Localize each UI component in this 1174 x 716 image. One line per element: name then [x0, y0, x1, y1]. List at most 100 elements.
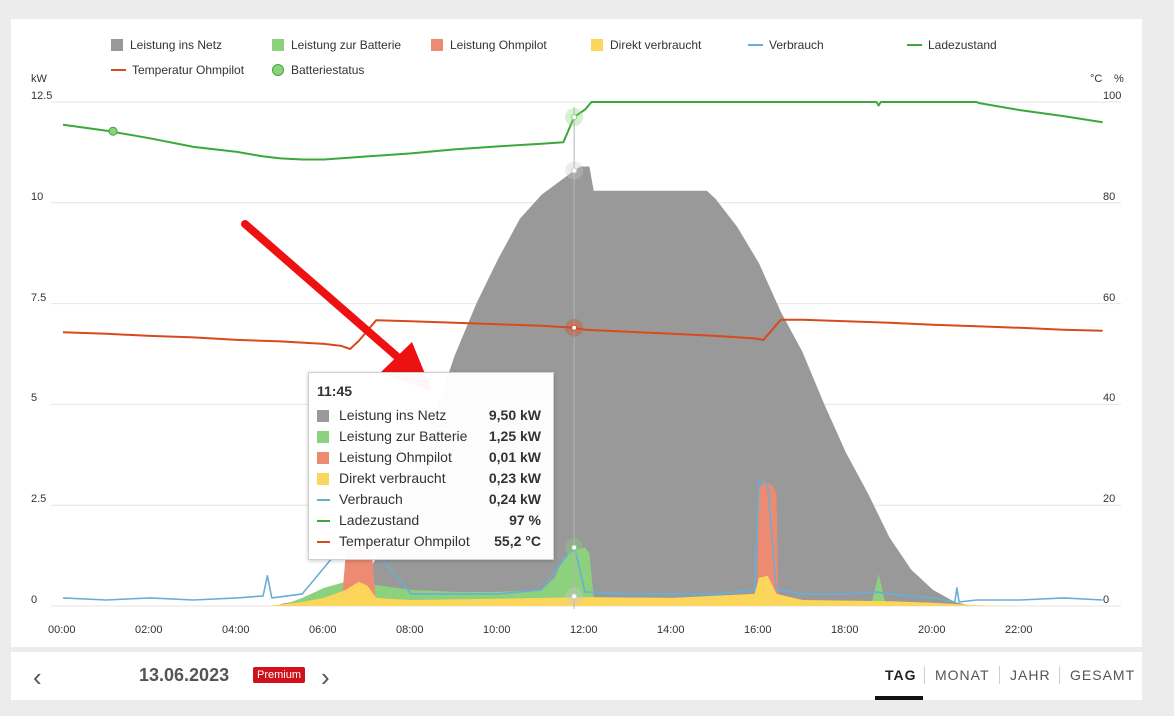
- tooltip-swatch: [317, 431, 329, 443]
- tooltip-row: Leistung Ohmpilot 0,01 kW: [317, 449, 547, 467]
- x-tick-label: 00:00: [48, 624, 76, 636]
- x-tick-label: 20:00: [918, 624, 946, 636]
- hover-point: [571, 167, 578, 174]
- right-axis-unit-celsius: °C: [1090, 73, 1103, 85]
- tooltip-series-name: Leistung zur Batterie: [339, 428, 468, 444]
- tooltip-series-value: 97 %: [509, 512, 541, 528]
- legend-label: Leistung ins Netz: [130, 38, 223, 52]
- tooltip-swatch: [317, 520, 330, 522]
- tab-jahr[interactable]: JAHR: [1010, 667, 1051, 683]
- right-axis-unit-percent: %: [1114, 73, 1124, 85]
- right-tick-label: 60: [1103, 291, 1116, 304]
- legend-item[interactable]: Ladezustand: [907, 38, 997, 52]
- x-tick-label: 10:00: [483, 624, 511, 636]
- legend-label: Leistung Ohmpilot: [450, 38, 547, 52]
- tab-separator: [1059, 666, 1060, 684]
- right-tick-label: 100: [1103, 90, 1122, 102]
- tooltip-series-value: 0,24 kW: [488, 491, 541, 507]
- tooltip-row: Ladezustand 97 %: [317, 512, 547, 530]
- x-tick-label: 02:00: [135, 624, 163, 636]
- x-tick-label: 16:00: [744, 624, 772, 636]
- x-tick-label: 12:00: [570, 624, 598, 636]
- battery-status-marker[interactable]: [108, 126, 118, 136]
- legend-swatch: [431, 39, 443, 51]
- legend-swatch: [272, 39, 284, 51]
- tooltip-series-name: Ladezustand: [339, 512, 420, 528]
- tooltip-row: Temperatur Ohmpilot 55,2 °C: [317, 533, 547, 551]
- line-series-ladezustand: [62, 101, 1103, 161]
- legend-item[interactable]: Leistung ins Netz: [111, 38, 222, 52]
- left-tick-label: 10: [31, 190, 44, 203]
- right-tick-label: 20: [1103, 493, 1116, 506]
- x-tick-label: 22:00: [1005, 624, 1033, 636]
- chart-plot: [51, 101, 1121, 609]
- legend-swatch: [748, 44, 763, 46]
- legend-item[interactable]: Batteriestatus: [272, 63, 364, 77]
- chart-card: Leistung ins Netz Leistung zur Batterie Le…: [11, 19, 1142, 647]
- premium-badge: Premium: [253, 667, 306, 683]
- left-tick-label: 12.5: [31, 90, 53, 102]
- prev-day-button[interactable]: ‹: [33, 662, 42, 692]
- legend-item[interactable]: Direkt verbraucht: [591, 38, 701, 52]
- legend-label: Ladezustand: [928, 38, 997, 52]
- x-tick-label: 18:00: [831, 624, 859, 636]
- date-label: 13.06.2023: [139, 665, 230, 685]
- right-tick-label: 80: [1103, 190, 1116, 203]
- tooltip-swatch: [317, 473, 329, 485]
- right-tick-label: 40: [1103, 392, 1116, 405]
- tooltip-series-value: 1,25 kW: [488, 428, 541, 444]
- x-tick-label: 04:00: [222, 624, 250, 636]
- legend-swatch: [111, 39, 123, 51]
- tooltip-swatch: [317, 410, 329, 422]
- tooltip-swatch: [317, 541, 330, 543]
- tooltip-series-value: 9,50 kW: [488, 407, 541, 423]
- x-tick-label: 14:00: [657, 624, 685, 636]
- tooltip-series-name: Leistung ins Netz: [339, 407, 447, 423]
- legend-swatch: [907, 44, 922, 46]
- left-axis-unit: kW: [31, 73, 47, 85]
- left-tick-label: 5: [31, 392, 38, 405]
- legend-label: Verbrauch: [769, 38, 824, 52]
- hover-point: [571, 114, 578, 121]
- footer-bar: ‹ 13.06.2023 Premium › TAG MONAT JAHR GE…: [11, 652, 1142, 700]
- tooltip-swatch: [317, 499, 330, 501]
- left-tick-label: 2.5: [31, 493, 47, 506]
- legend-swatch: [591, 39, 603, 51]
- legend-item[interactable]: Leistung Ohmpilot: [431, 38, 547, 52]
- tooltip-series-name: Verbrauch: [339, 491, 403, 507]
- legend-swatch: [272, 64, 284, 76]
- legend-swatch: [111, 69, 126, 71]
- tab-monat[interactable]: MONAT: [935, 667, 990, 683]
- tooltip-row: Direkt verbraucht 0,23 kW: [317, 470, 547, 488]
- tooltip-swatch: [317, 452, 329, 464]
- hover-point: [571, 324, 578, 331]
- next-day-button[interactable]: ›: [321, 662, 330, 692]
- tooltip-series-name: Temperatur Ohmpilot: [339, 533, 470, 549]
- legend-label: Temperatur Ohmpilot: [132, 63, 245, 77]
- left-tick-label: 7.5: [31, 291, 47, 304]
- hover-point: [571, 593, 578, 600]
- active-tab-indicator: [875, 696, 923, 700]
- legend-label: Batteriestatus: [291, 63, 365, 77]
- tab-gesamt[interactable]: GESAMT: [1070, 667, 1136, 683]
- tooltip-row: Leistung zur Batterie 1,25 kW: [317, 428, 547, 446]
- line-series-verbrauch: [62, 480, 1103, 603]
- x-tick-label: 08:00: [396, 624, 424, 636]
- legend-label: Direkt verbraucht: [610, 38, 702, 52]
- tooltip-row: Leistung ins Netz 9,50 kW: [317, 407, 547, 425]
- legend-item[interactable]: Temperatur Ohmpilot: [111, 63, 244, 77]
- tooltip-series-value: 0,23 kW: [488, 470, 541, 486]
- right-tick-label: 0: [1103, 594, 1110, 606]
- hover-point: [571, 544, 578, 551]
- left-tick-label: 0: [31, 594, 38, 606]
- legend-item[interactable]: Leistung zur Batterie: [272, 38, 401, 52]
- legend-label: Leistung zur Batterie: [291, 38, 402, 52]
- chart-tooltip: 11:45 Leistung ins Netz 9,50 kW Leistung z…: [308, 372, 554, 560]
- area-series-direkt-verbraucht: [267, 575, 1020, 606]
- tooltip-series-value: 55,2 °C: [494, 533, 541, 549]
- tab-tag[interactable]: TAG: [885, 667, 917, 683]
- tooltip-series-value: 0,01 kW: [488, 449, 541, 465]
- legend-item[interactable]: Verbrauch: [748, 38, 824, 52]
- annotation-arrow-shaft: [241, 220, 405, 364]
- tooltip-series-name: Leistung Ohmpilot: [339, 449, 452, 465]
